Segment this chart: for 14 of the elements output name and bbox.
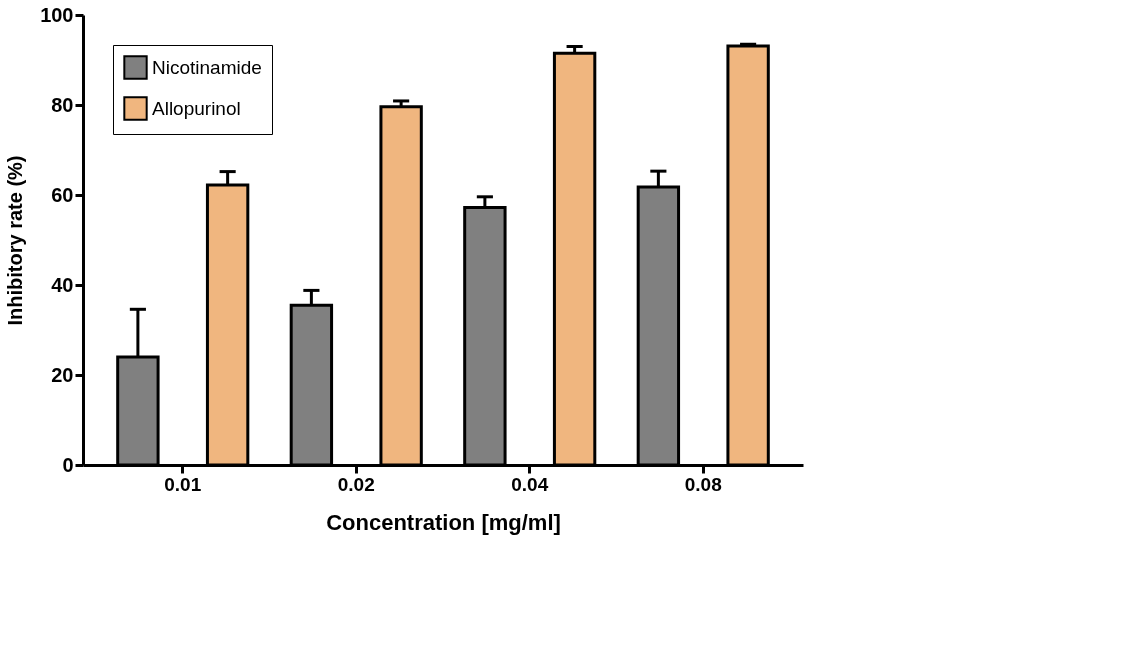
y-axis-title: Inhibitory rate (%) xyxy=(4,155,27,326)
x-tick-label: 0.04 xyxy=(511,473,549,495)
y-tick-label: 0 xyxy=(62,453,74,476)
legend-label: Nicotinamide xyxy=(152,56,262,78)
x-tick-label: 0.01 xyxy=(164,473,202,495)
x-tick-label: 0.08 xyxy=(684,473,722,495)
y-tick-label: 60 xyxy=(51,183,74,206)
x-axis-title: Concentration [mg/ml] xyxy=(326,509,561,535)
y-tick-label: 40 xyxy=(51,273,74,296)
y-tick-label: 80 xyxy=(51,93,74,116)
y-tick-label: 100 xyxy=(40,3,74,26)
y-tick-label: 20 xyxy=(51,363,74,386)
legend-label: Allopurinol xyxy=(152,97,241,119)
x-tick-label: 0.02 xyxy=(337,473,375,495)
